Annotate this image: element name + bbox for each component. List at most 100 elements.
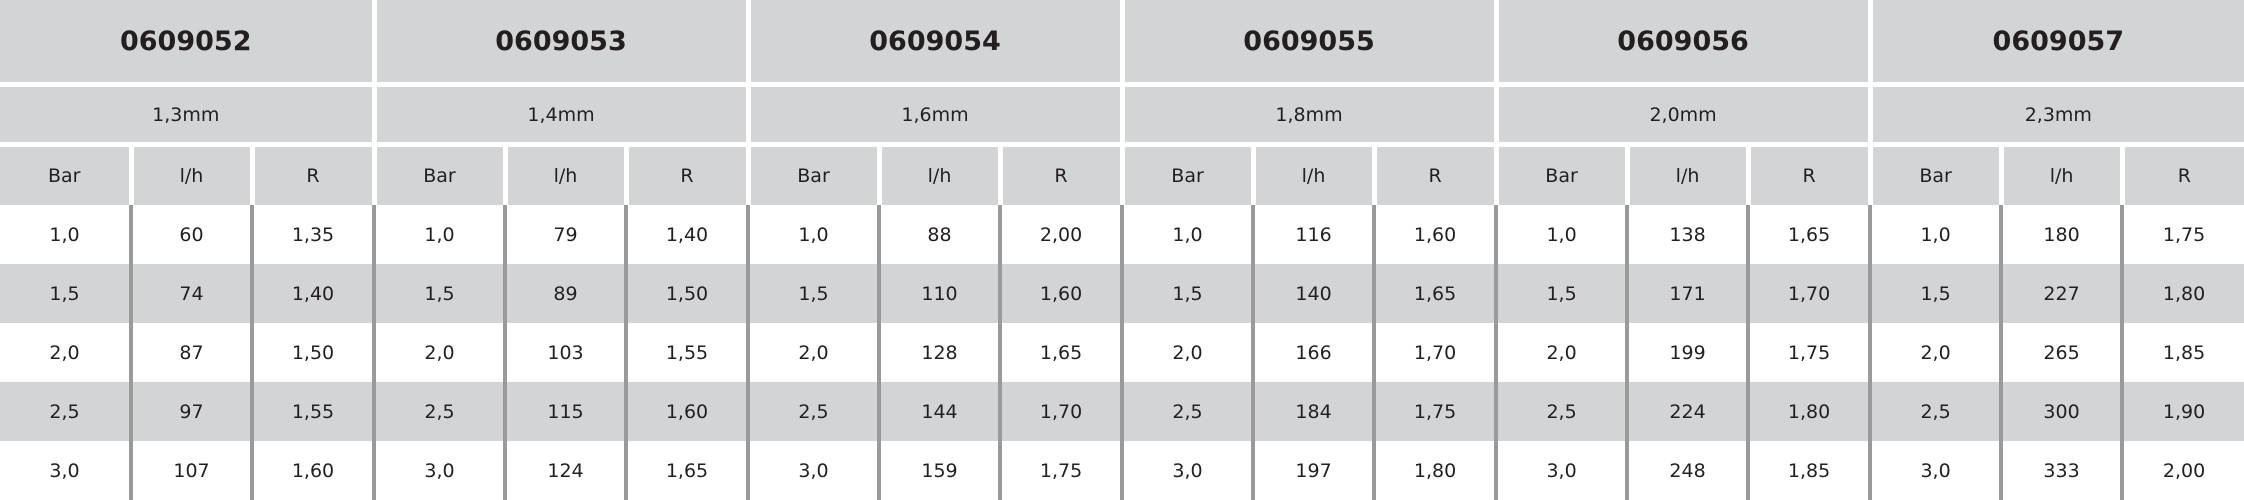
cell-flow: 224 (1627, 382, 1751, 441)
cell-r: 1,75 (1000, 441, 1125, 500)
column-header: Bar (0, 144, 134, 205)
nozzle-diameter: 1,4mm (374, 84, 751, 147)
column-header: l/h (1253, 144, 1377, 205)
cell-flow: 227 (2001, 264, 2125, 323)
column-header: Bar (374, 144, 508, 205)
cell-bar: 3,0 (1870, 441, 2004, 500)
cell-bar: 1,5 (0, 264, 133, 323)
cell-r: 1,40 (252, 264, 376, 323)
cell-r: 1,60 (1374, 205, 1499, 264)
cell-flow: 88 (879, 205, 1003, 264)
cell-flow: 97 (131, 382, 254, 441)
column-header: R (626, 144, 751, 205)
column-header: Bar (1496, 144, 1630, 205)
cell-r: 1,90 (2122, 382, 2244, 441)
cell-r: 1,75 (2162, 223, 2206, 246)
cell-bar: 2,0 (0, 323, 133, 382)
column-header: R (2122, 144, 2244, 205)
column-header: l/h (131, 144, 255, 205)
product-code: 0609055 (1122, 0, 1499, 87)
column-header: R (252, 144, 377, 205)
table-row: 2,5 97 1,55 2,5 115 1,60 2,5 144 1,70 2,5 184 1,75 2… (0, 382, 2244, 441)
cell-flow: 124 (505, 441, 628, 500)
column-header: R (1748, 144, 1873, 205)
cell-bar: 2,5 (1496, 382, 1630, 441)
cell-r: 1,65 (626, 441, 751, 500)
cell-flow: 180 (2001, 205, 2125, 264)
nozzle-diameter: 1,6mm (748, 84, 1125, 147)
cell-bar: 2,5 (748, 382, 882, 441)
cell-flow: 103 (505, 323, 628, 382)
table-row: 1,0 60 1,35 1,0 79 1,40 1,0 88 2,00 1,0 116 1,60 1,0… (0, 205, 2244, 264)
column-header: l/h (2001, 144, 2125, 205)
cell-bar: 1,5 (1122, 264, 1256, 323)
cell-flow: 87 (131, 323, 254, 382)
cell-bar: 3,0 (1122, 441, 1256, 500)
cell-flow: 184 (1253, 382, 1377, 441)
cell-bar: 1,0 (0, 205, 133, 264)
cell-r: 1,65 (1374, 264, 1499, 323)
product-code: 0609057 (1870, 0, 2244, 87)
cell-flow: 171 (1627, 264, 1751, 323)
column-header: R (1374, 144, 1499, 205)
cell-bar: 2,0 (1122, 323, 1256, 382)
column-header: R (1000, 144, 1125, 205)
cell-r: 1,60 (626, 382, 751, 441)
cell-bar: 1,0 (1122, 205, 1256, 264)
table-row: 3,0 107 1,60 3,0 124 1,65 3,0 159 1,75 3,0 197 1,80… (0, 441, 2244, 500)
cell-r: 1,60 (252, 441, 376, 500)
nozzle-diameter: 2,0mm (1496, 84, 1873, 147)
cell-flow: 110 (879, 264, 1003, 323)
cell-flow: 300 (2001, 382, 2125, 441)
cell-r: 1,55 (252, 382, 376, 441)
cell-flow: 197 (1253, 441, 1377, 500)
cell-r: 1,35 (252, 205, 376, 264)
cell-bar: 2,5 (1870, 382, 2004, 441)
cell-r: 1,70 (1748, 264, 1873, 323)
cell-bar: 3,0 (748, 441, 882, 500)
cell-flow: 265 (2001, 323, 2125, 382)
cell-bar: 3,0 (1496, 441, 1630, 500)
cell-flow: 166 (1253, 323, 1377, 382)
product-code: 0609053 (374, 0, 751, 87)
cell-bar: 1,5 (1870, 264, 2004, 323)
cell-bar: 2,0 (1870, 323, 2004, 382)
cell-flow: 128 (879, 323, 1003, 382)
cell-bar: 3,0 (0, 441, 133, 500)
cell-bar: 1,0 (1870, 205, 2004, 264)
column-header-row: Bar l/h R Bar l/h R Bar l/h R Bar l/h R Bar l/h R Bar l/… (0, 144, 2244, 205)
cell-flow: 333 (2001, 441, 2125, 500)
cell-flow: 89 (505, 264, 628, 323)
cell-r: 1,75 (1748, 323, 1873, 382)
cell-r: 1,70 (1374, 323, 1499, 382)
cell-r: 1,80 (1748, 382, 1873, 441)
cell-flow: 116 (1253, 205, 1377, 264)
cell-bar: 2,0 (1496, 323, 1630, 382)
table-row: 2,0 87 1,50 2,0 103 1,55 2,0 128 1,65 2,0 166 1,70 2… (0, 323, 2244, 382)
cell-r: 1,55 (626, 323, 751, 382)
cell-bar: 2,5 (0, 382, 133, 441)
cell-r: 1,85 (1748, 441, 1873, 500)
cell-flow: 140 (1253, 264, 1377, 323)
cell-bar: 1,5 (748, 264, 882, 323)
cell-bar: 2,0 (748, 323, 882, 382)
cell-r: 1,65 (1748, 205, 1873, 264)
cell-flow: 115 (505, 382, 628, 441)
cell-flow: 60 (131, 205, 254, 264)
column-header: Bar (1870, 144, 2004, 205)
table-row: 1,5 74 1,40 1,5 89 1,50 1,5 110 1,60 1,5 140 1,65 1,… (0, 264, 2244, 323)
cell-r: 1,80 (1374, 441, 1499, 500)
cell-flow: 199 (1627, 323, 1751, 382)
nozzle-diameter: 2,3mm (1870, 84, 2244, 147)
cell-r: 1,40 (626, 205, 751, 264)
cell-bar: 1,5 (1496, 264, 1630, 323)
column-header: Bar (1122, 144, 1256, 205)
column-header: Bar (748, 144, 882, 205)
cell-flow: 74 (131, 264, 254, 323)
cell-r: 1,60 (1000, 264, 1125, 323)
cell-r: 1,75 (1374, 382, 1499, 441)
cell-bar: 2,5 (374, 382, 507, 441)
cell-r: 1,70 (1000, 382, 1125, 441)
cell-flow: 79 (505, 205, 628, 264)
